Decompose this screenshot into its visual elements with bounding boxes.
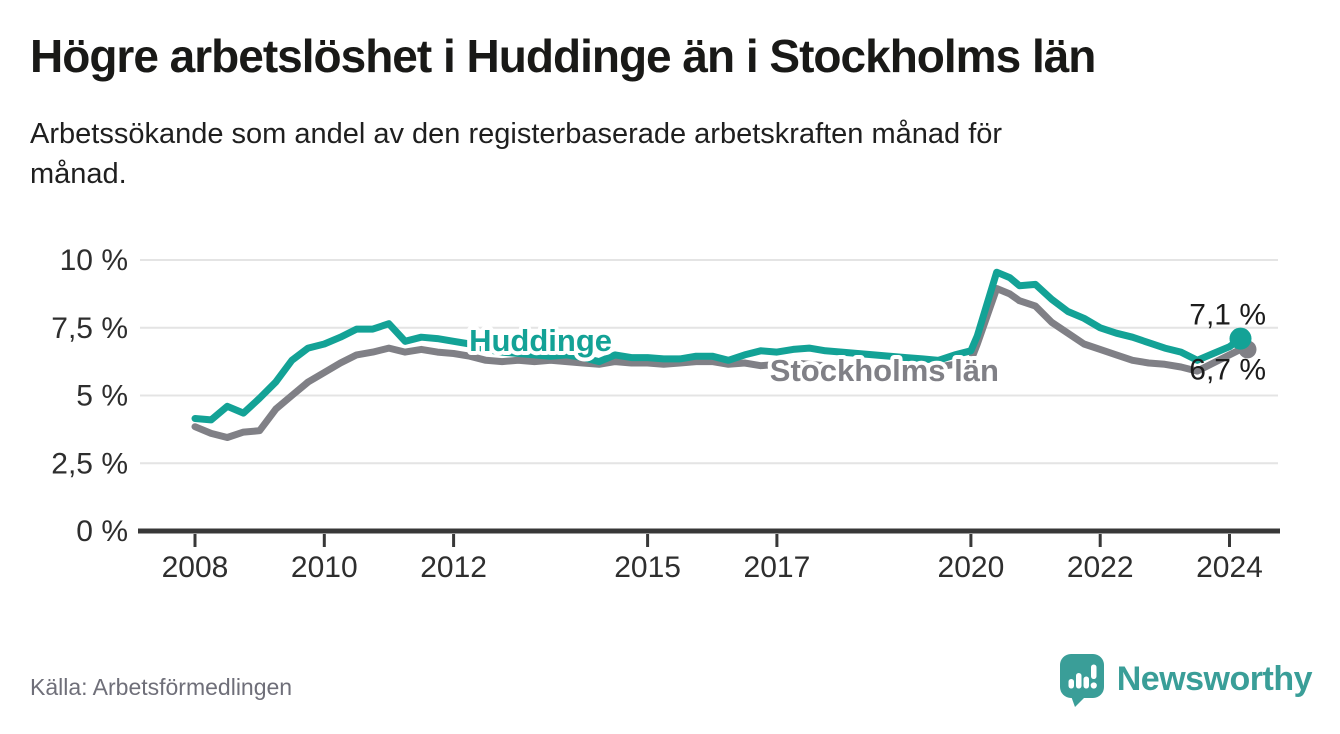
y-tick-label: 10 % xyxy=(60,244,128,277)
subtitle-line-2: månad. xyxy=(30,158,127,190)
end-label-stockholms-lan: 6,7 % xyxy=(1189,353,1266,386)
end-label-huddinge: 7,1 % xyxy=(1189,299,1266,332)
x-tick-label: 2015 xyxy=(614,551,681,584)
series-line-huddinge xyxy=(191,268,1244,424)
x-tick-label: 2010 xyxy=(291,551,358,584)
series-label-huddinge: Huddinge xyxy=(469,323,612,358)
x-tick-label: 2012 xyxy=(420,551,487,584)
series-label-stockholms-lan: Stockholms län xyxy=(770,353,999,388)
page-title: Högre arbetslöshet i Huddinge än i Stock… xyxy=(30,30,1096,82)
y-tick-label: 0 % xyxy=(76,515,128,548)
newsworthy-logo-icon xyxy=(1059,654,1104,707)
x-tick-label: 2022 xyxy=(1067,551,1134,584)
x-tick-label: 2024 xyxy=(1196,551,1263,584)
end-dot-huddinge xyxy=(1229,327,1252,350)
newsworthy-logo: Newsworthy xyxy=(1058,652,1313,707)
series-line-stockholms-lan xyxy=(191,285,1244,441)
newsworthy-logo-text: Newsworthy xyxy=(1116,660,1313,698)
y-tick-label: 5 % xyxy=(76,380,128,413)
x-tick-label: 2017 xyxy=(744,551,811,584)
page-subtitle: Arbetssökande som andel av den registerb… xyxy=(30,114,1002,194)
subtitle-line-1: Arbetssökande som andel av den registerb… xyxy=(30,118,1003,150)
x-tick-label: 2008 xyxy=(162,551,229,584)
source-note: Källa: Arbetsförmedlingen xyxy=(30,674,293,700)
y-tick-label: 2,5 % xyxy=(51,447,128,480)
x-tick-label: 2020 xyxy=(938,551,1005,584)
y-tick-label: 7,5 % xyxy=(51,312,128,345)
